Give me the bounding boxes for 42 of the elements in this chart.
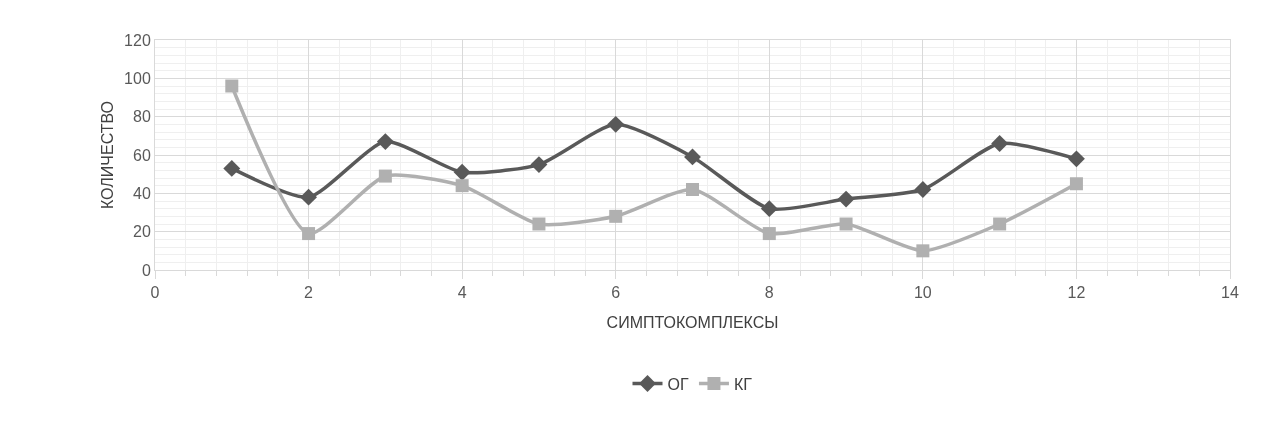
y-tick-label: 120 [124, 31, 151, 49]
point [378, 169, 392, 183]
point [300, 188, 318, 206]
point [762, 227, 776, 241]
point [1069, 177, 1083, 191]
point [914, 181, 932, 198]
point [1067, 150, 1085, 168]
point [760, 200, 778, 218]
point [684, 148, 701, 166]
y-tick-label: 0 [141, 261, 151, 279]
point [530, 156, 548, 174]
y-tick-label: 60 [133, 146, 151, 164]
point [302, 227, 316, 241]
legend-label: ОГ [667, 375, 689, 393]
point [453, 163, 471, 181]
point [991, 135, 1009, 152]
y-tick-label: 80 [133, 108, 151, 126]
point [837, 190, 855, 208]
legend-label: КГ [733, 375, 753, 393]
point [225, 79, 239, 93]
y-tick-label: 40 [133, 184, 151, 202]
point [223, 159, 241, 177]
x-axis-title: СИМПТОКОМПЛЕКСЫ [606, 314, 779, 331]
x-tick-label: 12 [1067, 284, 1086, 302]
point [993, 217, 1007, 231]
point [455, 179, 469, 193]
x-tick-label: 10 [913, 284, 932, 302]
point [532, 217, 546, 231]
y-tick-label: 20 [133, 223, 151, 241]
point [609, 209, 623, 223]
point [607, 115, 625, 133]
x-tick-label: 14 [1221, 284, 1239, 302]
point [916, 244, 930, 258]
y-tick-label: 100 [124, 69, 151, 87]
point [686, 183, 699, 196]
x-tick-label: 2 [304, 284, 314, 302]
point [376, 133, 394, 151]
point [839, 217, 853, 231]
y-axis-title: КОЛИЧЕСТВО [99, 100, 116, 210]
x-tick-label: 4 [457, 284, 467, 302]
x-tick-label: 8 [764, 284, 774, 302]
x-tick-label: 6 [611, 284, 621, 302]
